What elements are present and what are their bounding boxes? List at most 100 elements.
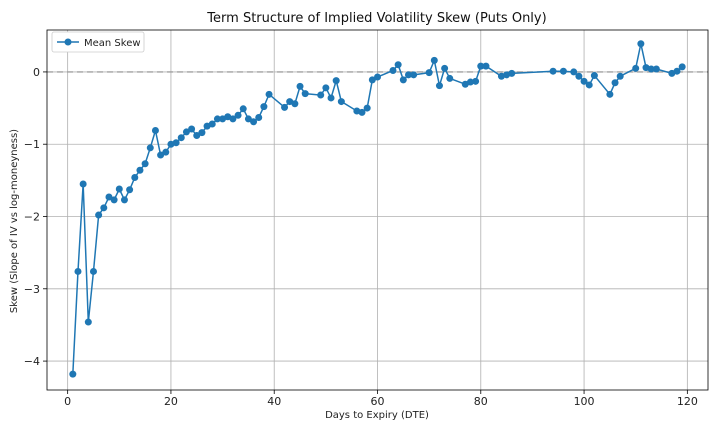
data-point xyxy=(141,160,149,168)
data-point xyxy=(606,90,614,98)
data-point xyxy=(332,77,340,85)
data-point xyxy=(146,144,154,152)
data-point xyxy=(260,103,268,111)
data-point xyxy=(69,370,77,378)
data-point xyxy=(337,98,345,106)
data-point xyxy=(637,40,645,48)
y-tick-label: −1 xyxy=(24,138,40,151)
data-point xyxy=(100,204,108,212)
data-point xyxy=(239,105,247,113)
data-point xyxy=(265,90,273,98)
data-point xyxy=(575,72,583,80)
data-point xyxy=(585,81,593,89)
data-point xyxy=(79,180,87,188)
data-point xyxy=(281,103,289,111)
data-point xyxy=(213,115,221,123)
data-point xyxy=(110,196,118,204)
y-tick-label: −2 xyxy=(24,211,40,224)
data-point xyxy=(389,66,397,74)
data-point xyxy=(435,82,443,90)
series-mean-skew xyxy=(69,40,686,378)
data-point xyxy=(250,118,258,126)
x-tick-label: 20 xyxy=(164,395,178,408)
y-axis-label: Skew (Slope of IV vs log-moneyness) xyxy=(9,129,20,313)
data-point xyxy=(580,77,588,85)
data-point xyxy=(157,151,165,159)
data-point xyxy=(188,125,196,133)
data-point xyxy=(89,267,97,275)
data-point xyxy=(229,115,237,123)
data-point xyxy=(368,76,376,84)
data-point xyxy=(549,67,557,75)
data-point xyxy=(136,166,144,174)
data-point xyxy=(120,196,128,204)
data-point xyxy=(611,79,619,87)
data-point xyxy=(673,67,681,75)
data-point xyxy=(126,186,134,194)
data-point xyxy=(198,129,206,137)
y-tick-label: 0 xyxy=(33,66,40,79)
data-point xyxy=(317,91,325,99)
data-point xyxy=(441,64,449,72)
data-point xyxy=(74,267,82,275)
y-tick-label: −4 xyxy=(24,355,40,368)
axis-ticks: 0 20 40 60 80 100 120 −4 −3 −2 −1 0 xyxy=(24,66,698,408)
data-point xyxy=(193,132,201,140)
data-point xyxy=(508,69,516,77)
data-point xyxy=(255,113,263,121)
legend-label: Mean Skew xyxy=(84,38,141,49)
data-point xyxy=(632,64,640,72)
data-point xyxy=(162,148,170,156)
data-point xyxy=(327,94,335,102)
data-point xyxy=(466,78,474,86)
y-tick-label: −3 xyxy=(24,283,40,296)
data-point xyxy=(244,115,252,123)
x-tick-label: 120 xyxy=(677,395,698,408)
x-tick-label: 0 xyxy=(64,395,71,408)
data-point xyxy=(652,65,660,73)
data-point xyxy=(570,68,578,76)
data-point xyxy=(291,100,299,108)
data-point xyxy=(115,185,123,193)
data-point xyxy=(322,84,330,92)
data-point xyxy=(590,72,598,80)
data-point xyxy=(477,62,485,70)
data-point xyxy=(208,120,216,128)
data-point xyxy=(647,65,655,73)
data-point xyxy=(358,108,366,116)
x-tick-label: 100 xyxy=(574,395,595,408)
data-point xyxy=(482,62,490,70)
data-point xyxy=(425,69,433,77)
data-point xyxy=(131,173,139,181)
chart-title: Term Structure of Implied Volatility Ske… xyxy=(206,11,546,26)
data-point xyxy=(301,90,309,98)
data-point xyxy=(399,76,407,84)
data-point xyxy=(95,211,103,219)
grid-lines xyxy=(47,30,708,390)
x-tick-label: 60 xyxy=(371,395,385,408)
data-point xyxy=(151,126,159,134)
data-point xyxy=(404,71,412,79)
data-point xyxy=(374,73,381,81)
data-point xyxy=(430,56,438,64)
data-point xyxy=(296,82,304,90)
data-point xyxy=(172,139,180,147)
data-point xyxy=(394,61,402,69)
data-point xyxy=(472,77,480,85)
data-point xyxy=(84,318,92,326)
x-tick-label: 40 xyxy=(267,395,281,408)
data-point xyxy=(616,72,624,80)
data-point xyxy=(182,128,190,136)
legend: Mean Skew xyxy=(51,31,145,53)
data-point xyxy=(559,67,567,75)
data-point xyxy=(446,74,454,82)
data-point xyxy=(177,134,185,142)
x-tick-label: 80 xyxy=(474,395,488,408)
data-point xyxy=(363,104,371,112)
x-axis-label: Days to Expiry (DTE) xyxy=(325,410,429,421)
data-point xyxy=(678,63,686,71)
legend-box xyxy=(51,31,145,53)
legend-marker-swatch xyxy=(64,38,72,46)
data-point xyxy=(234,111,242,119)
